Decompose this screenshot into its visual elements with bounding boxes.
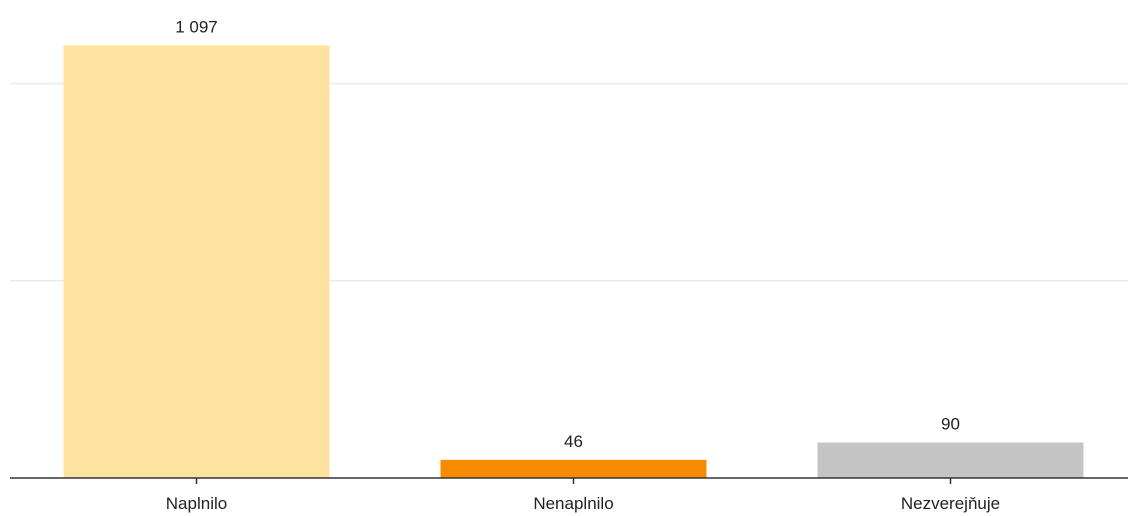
tick-label-naplnilo: Naplnilo: [166, 494, 227, 513]
value-label-nezverejnuje: 90: [941, 415, 960, 434]
value-labels: 1 097 46 90: [175, 17, 960, 451]
bar-nezverejnuje: [817, 442, 1084, 478]
value-label-nenaplnilo: 46: [564, 432, 583, 451]
bars: [63, 45, 1084, 478]
tick-label-nezverejnuje: Nezverejňuje: [901, 494, 1000, 513]
bar-nenaplnilo: [440, 459, 707, 478]
tick-label-nenaplnilo: Nenaplnilo: [533, 494, 613, 513]
x-axis-ticks: Naplnilo Nenaplnilo Nezverejňuje: [166, 478, 1000, 513]
bar-naplnilo: [63, 45, 330, 478]
value-label-naplnilo: 1 097: [175, 17, 218, 36]
